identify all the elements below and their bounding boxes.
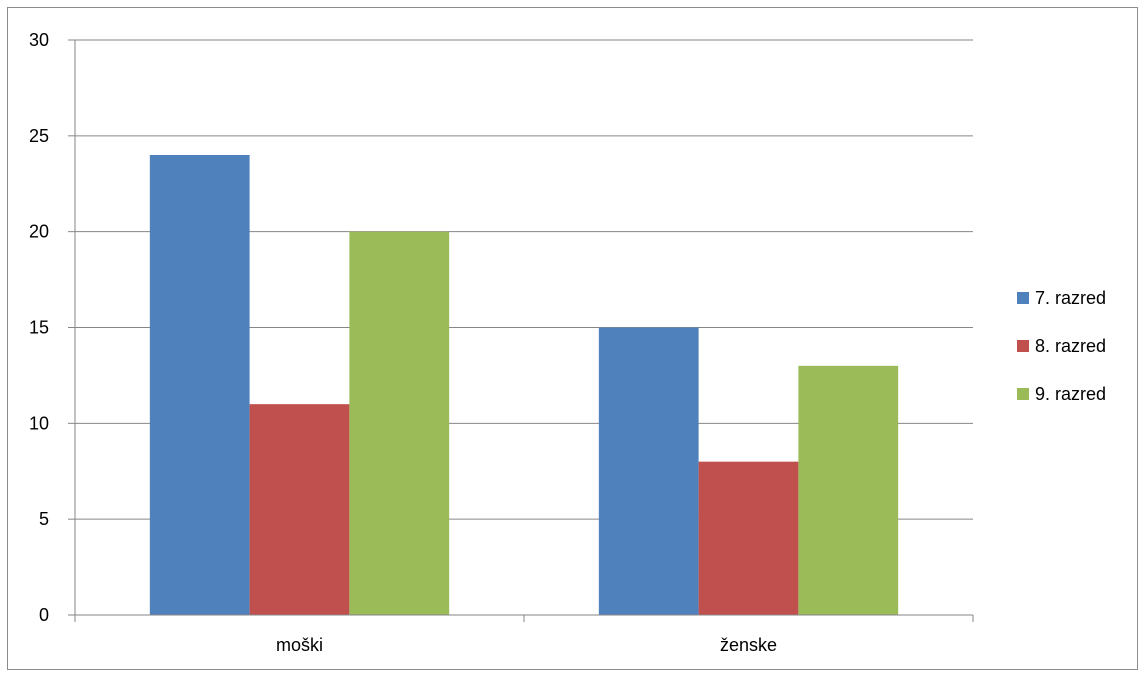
axes: 0 5 10 15 20 25 30 moški ženske	[29, 30, 974, 655]
bar-9-razred-0	[349, 231, 450, 615]
bars	[149, 155, 899, 615]
bar-8-razred-1	[698, 461, 799, 615]
bar-7-razred-1	[598, 327, 699, 615]
x-category-label: moški	[276, 635, 323, 655]
bar-8-razred-0	[249, 404, 350, 615]
y-tick-label: 20	[29, 222, 49, 242]
y-tick-label: 10	[29, 413, 49, 433]
y-tick-label: 0	[39, 605, 49, 625]
legend-label: 9. razred	[1035, 384, 1106, 404]
legend-swatch	[1017, 388, 1029, 400]
y-tick-label: 15	[29, 318, 49, 338]
y-tick-label: 30	[29, 30, 49, 50]
bar-9-razred-1	[798, 365, 899, 615]
legend-label: 8. razred	[1035, 336, 1106, 356]
legend-label: 7. razred	[1035, 288, 1106, 308]
y-tick-label: 25	[29, 126, 49, 146]
bar-7-razred-0	[149, 155, 250, 615]
y-tick-label: 5	[39, 509, 49, 529]
legend: 7. razred 8. razred 9. razred	[1017, 288, 1106, 404]
legend-swatch	[1017, 340, 1029, 352]
legend-swatch	[1017, 292, 1029, 304]
x-category-label: ženske	[720, 635, 777, 655]
